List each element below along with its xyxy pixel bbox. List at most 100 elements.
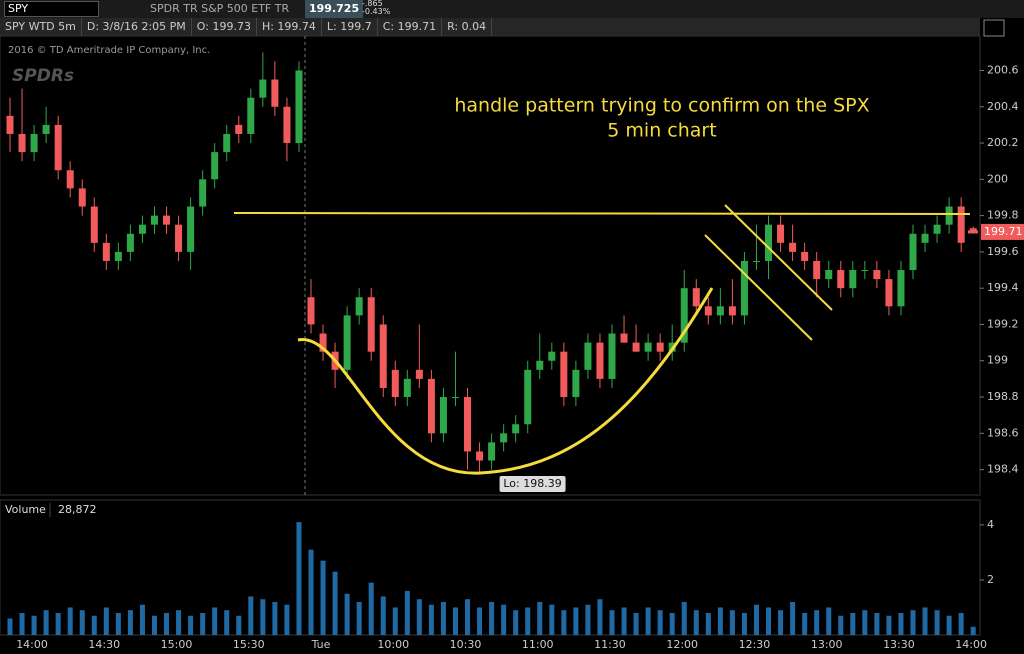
candle-body [283,106,291,144]
info-cell: H: 199.74 [257,18,322,36]
candle-body [427,378,435,434]
menu-icon[interactable] [983,19,1005,37]
candle-body [391,369,399,398]
candle-body [54,124,62,171]
last-price: 199.725 [305,0,364,18]
volume-bar [272,601,278,635]
volume-bar [693,610,699,635]
volume-bar [802,612,808,635]
candle-body [885,279,893,307]
candle-body [945,206,953,225]
volume-bar [657,610,663,635]
x-tick-label: 14:00 [16,638,48,651]
candle-body [716,306,724,316]
volume-bar [151,615,157,635]
candle-body [596,342,604,379]
volume-bar [392,607,398,635]
candle-body [488,442,496,461]
volume-bar [609,610,615,635]
candle-body [476,451,484,461]
volume-bar [573,607,579,635]
volume-bar [200,612,206,635]
volume-bar [127,610,133,635]
y-tick-label: 199.6 [987,245,1019,258]
candle-body [873,270,881,280]
candle-body [837,270,845,289]
x-tick-label: 10:00 [377,638,409,651]
candle-body [909,233,917,271]
info-bar: SPY WTD 5m D: 3/8/16 2:05 PM O: 199.73 H… [0,18,980,36]
volume-bar [212,607,218,635]
volume-bar [368,582,374,635]
volume-bar [561,610,567,635]
x-tick-label: 12:00 [666,638,698,651]
volume-bar [729,610,735,635]
trend-drawing [233,212,971,215]
low-label: Lo: 198.39 [503,477,561,490]
volume-bar [67,607,73,635]
y-tick-label: 199.2 [987,317,1019,330]
volume-bar [477,607,483,635]
candle-body [367,297,375,352]
candle-body [801,251,809,261]
volume-bar [224,610,230,635]
volume-bar [525,607,531,635]
candle-body [572,369,580,398]
volume-bar [176,610,182,635]
candle-body [789,242,797,252]
volume-bar [766,607,772,635]
y-tick-label: 2 [987,573,994,586]
volume-bar [946,615,952,635]
volume-bar [31,615,37,635]
volume-bar [513,610,519,635]
volume-bar [814,610,820,635]
candle-body [163,215,171,225]
y-tick-label: 200.4 [987,100,1019,113]
volume-bar [19,612,25,635]
volume-bar [958,612,964,635]
x-tick-label: 10:30 [450,638,482,651]
x-tick-label: 13:00 [811,638,843,651]
symbol-input[interactable]: SPY [4,1,99,17]
y-tick-label: 4 [987,518,994,531]
price-pane [0,35,981,496]
volume-bar [790,601,796,635]
candle-body [969,228,977,232]
volume-bar [115,612,121,635]
candle-body [451,397,459,399]
volume-bar [188,615,194,635]
drawings [233,204,971,475]
candle-body [692,288,700,307]
candle-body [247,97,255,134]
candle-body [620,333,628,343]
volume-bar [669,612,675,635]
volume-bar [633,612,639,635]
info-cell: C: 199.71 [378,18,443,36]
copyright: 2016 © TD Ameritrade IP Company, Inc. [8,45,210,56]
candle-body [6,115,14,134]
annotation: handle pattern trying to confirm on the … [454,95,869,117]
y-tick-label: 199.8 [987,209,1019,222]
x-tick-label: Tue [311,638,331,651]
candle-body [138,224,146,234]
volume-bar [428,604,434,635]
candle-body [680,288,688,343]
candle-body [78,188,86,207]
candle-body [102,242,110,261]
candle-body [126,233,134,252]
candle-body [464,397,472,452]
candle-body [584,342,592,370]
candle-body [849,270,857,289]
volume-bar [886,615,892,635]
last-value-label: 199.71 [984,225,1023,238]
volume-bar [91,615,97,635]
watermark: SPDRs [12,66,74,86]
volume-bar [862,610,868,635]
volume-bar [741,612,747,635]
volume-bar [910,610,916,635]
candle-body [536,360,544,370]
volume-bar [332,571,338,635]
candle-body [608,333,616,379]
